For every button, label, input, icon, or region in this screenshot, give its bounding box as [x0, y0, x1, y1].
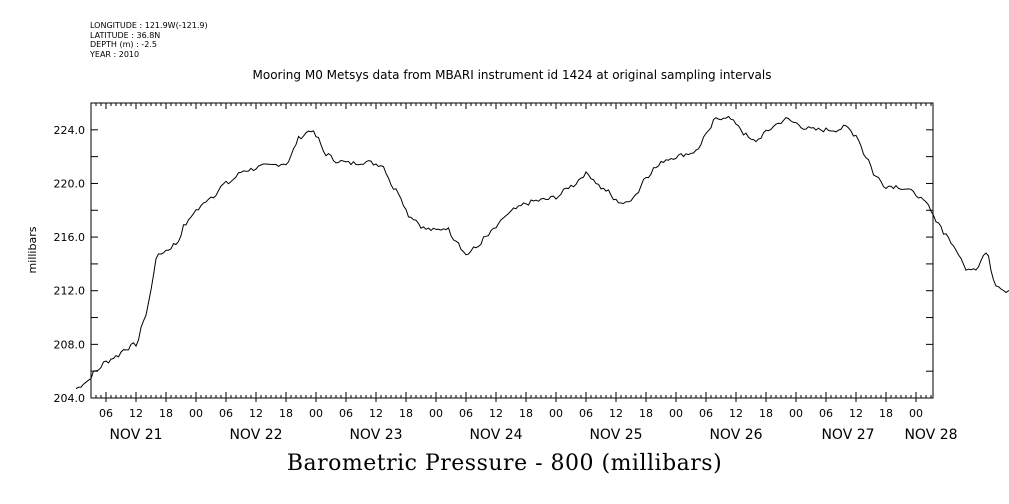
- x-hour-label: 18: [879, 407, 893, 420]
- plot-frame: [90, 102, 934, 399]
- x-hour-label: 00: [309, 407, 323, 420]
- metadata-block: LONGITUDE : 121.9W(-121.9) LATITUDE : 36…: [90, 21, 208, 59]
- x-hour-label: 00: [189, 407, 203, 420]
- x-day-label: NOV 26: [709, 427, 762, 443]
- x-hour-label: 12: [129, 407, 143, 420]
- x-axis-label: Barometric Pressure - 800 (millibars): [286, 451, 723, 476]
- y-axis: 204.0 208.0 212.0 216.0 220.0 224.0: [54, 102, 933, 405]
- x-day-label: NOV 23: [349, 427, 402, 443]
- y-tick-label: 216.0: [54, 231, 86, 244]
- x-hour-label: 00: [549, 407, 563, 420]
- x-hour-label: 00: [429, 407, 443, 420]
- x-day-label: NOV 28: [904, 427, 957, 443]
- chart-title: Mooring M0 Metsys data from MBARI instru…: [252, 68, 772, 82]
- x-hour-label: 06: [699, 407, 713, 420]
- x-hour-label: 00: [669, 407, 683, 420]
- y-tick-label: 212.0: [54, 285, 86, 298]
- x-hour-label: 12: [849, 407, 863, 420]
- x-hour-label: 12: [729, 407, 743, 420]
- y-tick-label: 220.0: [54, 177, 86, 190]
- y-axis-label: millibars: [26, 226, 39, 273]
- x-hour-label: 00: [909, 407, 923, 420]
- x-hour-label: 18: [279, 407, 293, 420]
- x-hour-label: 18: [399, 407, 413, 420]
- x-hour-label: 00: [789, 407, 803, 420]
- x-day-label: NOV 27: [821, 427, 874, 443]
- year-label: YEAR : 2010: [90, 49, 140, 59]
- depth-label: DEPTH (m) : -2.5: [90, 40, 157, 49]
- x-hour-label: 12: [249, 407, 263, 420]
- x-hour-label: 06: [339, 407, 353, 420]
- x-hour-label: 12: [609, 407, 623, 420]
- x-hour-label: 18: [759, 407, 773, 420]
- x-hour-label: 18: [159, 407, 173, 420]
- longitude-label: LONGITUDE : 121.9W(-121.9): [90, 21, 208, 30]
- y-tick-label: 208.0: [54, 338, 86, 351]
- y-tick-label: 204.0: [54, 392, 86, 405]
- x-day-label: NOV 25: [589, 427, 642, 443]
- x-hour-label: 06: [579, 407, 593, 420]
- x-hour-label: 12: [369, 407, 383, 420]
- x-hour-label: 18: [519, 407, 533, 420]
- x-day-label: NOV 24: [469, 427, 522, 443]
- x-day-label: NOV 22: [229, 427, 282, 443]
- x-hour-label: 06: [99, 407, 113, 420]
- x-axis: 06 12 18 00 06 12 18 00 06 12 18 00 06 12 18 00 06 12 18 00…: [90, 103, 958, 443]
- x-hour-label: 06: [819, 407, 833, 420]
- x-hour-label: 06: [459, 407, 473, 420]
- latitude-label: LATITUDE : 36.8N: [90, 30, 161, 40]
- x-hour-label: 18: [639, 407, 653, 420]
- x-hour-label: 12: [489, 407, 503, 420]
- x-hour-label: 06: [219, 407, 233, 420]
- x-day-label: NOV 21: [109, 427, 162, 443]
- y-tick-label: 224.0: [54, 124, 86, 137]
- series-line: [75, 115, 1009, 390]
